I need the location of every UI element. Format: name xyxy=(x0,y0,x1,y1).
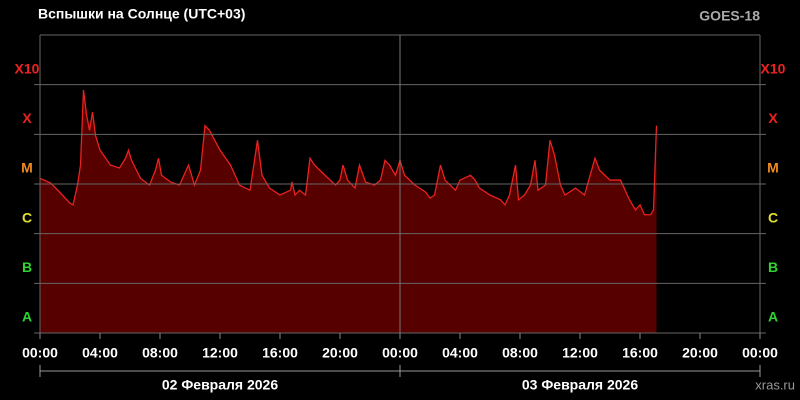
satellite: GOES-18 xyxy=(699,8,760,24)
x-tick-label: 16:00 xyxy=(622,345,658,361)
x-tick-label: 16:00 xyxy=(262,345,298,361)
x-tick-label: 12:00 xyxy=(562,345,598,361)
y-tick-label-right: X10 xyxy=(761,60,786,76)
y-tick-label: X10 xyxy=(15,60,40,76)
x-tick-label: 20:00 xyxy=(322,345,358,361)
y-tick-label-right: A xyxy=(768,309,778,325)
source: xras.ru xyxy=(755,377,795,392)
x-tick-label: 04:00 xyxy=(82,345,118,361)
x-tick-label: 20:00 xyxy=(682,345,718,361)
y-tick-label: A xyxy=(22,309,32,325)
area xyxy=(40,90,657,333)
y-tick-label: B xyxy=(22,259,32,275)
y-tick-label-right: M xyxy=(767,160,779,176)
x-tick-label: 00:00 xyxy=(382,345,418,361)
chart-title: Вспышки на Солнце (UTC+03) xyxy=(38,6,245,22)
y-tick-label-right: X xyxy=(768,110,778,126)
x-tick-label: 00:00 xyxy=(742,345,778,361)
y-tick-label-right: B xyxy=(768,259,778,275)
y-tick-label: M xyxy=(21,160,33,176)
y-tick-label: C xyxy=(22,209,32,225)
x-tick-label: 08:00 xyxy=(142,345,178,361)
x-tick-label: 12:00 xyxy=(202,345,238,361)
x-tick-label: 08:00 xyxy=(502,345,538,361)
y-tick-label-right: C xyxy=(768,209,778,225)
y-tick-label: X xyxy=(22,110,32,126)
day-label: 03 Февраля 2026 xyxy=(522,377,638,393)
line xyxy=(39,89,658,216)
x-tick-label: 04:00 xyxy=(442,345,478,361)
x-tick-label: 00:00 xyxy=(22,345,58,361)
day-label: 02 Февраля 2026 xyxy=(162,377,278,393)
